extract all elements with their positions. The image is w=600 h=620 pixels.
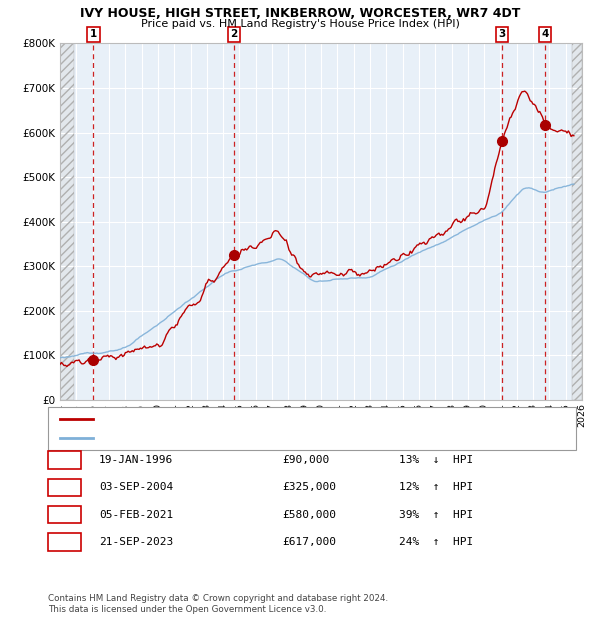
- Bar: [60, 43, 74, 400]
- Text: 4: 4: [61, 537, 68, 547]
- Text: 19-JAN-1996: 19-JAN-1996: [99, 455, 173, 465]
- Bar: [572, 43, 582, 400]
- Text: 3: 3: [498, 29, 506, 39]
- Text: 24%  ↑  HPI: 24% ↑ HPI: [399, 537, 473, 547]
- Bar: [60, 43, 74, 400]
- Bar: [572, 43, 582, 400]
- Text: This data is licensed under the Open Government Licence v3.0.: This data is licensed under the Open Gov…: [48, 604, 326, 614]
- Text: 39%  ↑  HPI: 39% ↑ HPI: [399, 510, 473, 520]
- Text: 3: 3: [61, 510, 68, 520]
- Text: Price paid vs. HM Land Registry's House Price Index (HPI): Price paid vs. HM Land Registry's House …: [140, 19, 460, 29]
- Text: 4: 4: [541, 29, 548, 39]
- Text: IVY HOUSE, HIGH STREET, INKBERROW, WORCESTER, WR7 4DT (detached house): IVY HOUSE, HIGH STREET, INKBERROW, WORCE…: [100, 414, 500, 424]
- Text: 21-SEP-2023: 21-SEP-2023: [99, 537, 173, 547]
- Text: 1: 1: [90, 29, 97, 39]
- Text: IVY HOUSE, HIGH STREET, INKBERROW, WORCESTER, WR7 4DT: IVY HOUSE, HIGH STREET, INKBERROW, WORCE…: [80, 7, 520, 20]
- Text: £580,000: £580,000: [282, 510, 336, 520]
- Text: £617,000: £617,000: [282, 537, 336, 547]
- Text: £90,000: £90,000: [282, 455, 329, 465]
- Text: £325,000: £325,000: [282, 482, 336, 492]
- Text: 03-SEP-2004: 03-SEP-2004: [99, 482, 173, 492]
- Text: 2: 2: [230, 29, 238, 39]
- Text: Contains HM Land Registry data © Crown copyright and database right 2024.: Contains HM Land Registry data © Crown c…: [48, 594, 388, 603]
- Text: HPI: Average price, detached house, Wychavon: HPI: Average price, detached house, Wych…: [100, 433, 332, 443]
- Text: 12%  ↑  HPI: 12% ↑ HPI: [399, 482, 473, 492]
- Text: 1: 1: [61, 455, 68, 465]
- Text: 05-FEB-2021: 05-FEB-2021: [99, 510, 173, 520]
- Text: 2: 2: [61, 482, 68, 492]
- Text: 13%  ↓  HPI: 13% ↓ HPI: [399, 455, 473, 465]
